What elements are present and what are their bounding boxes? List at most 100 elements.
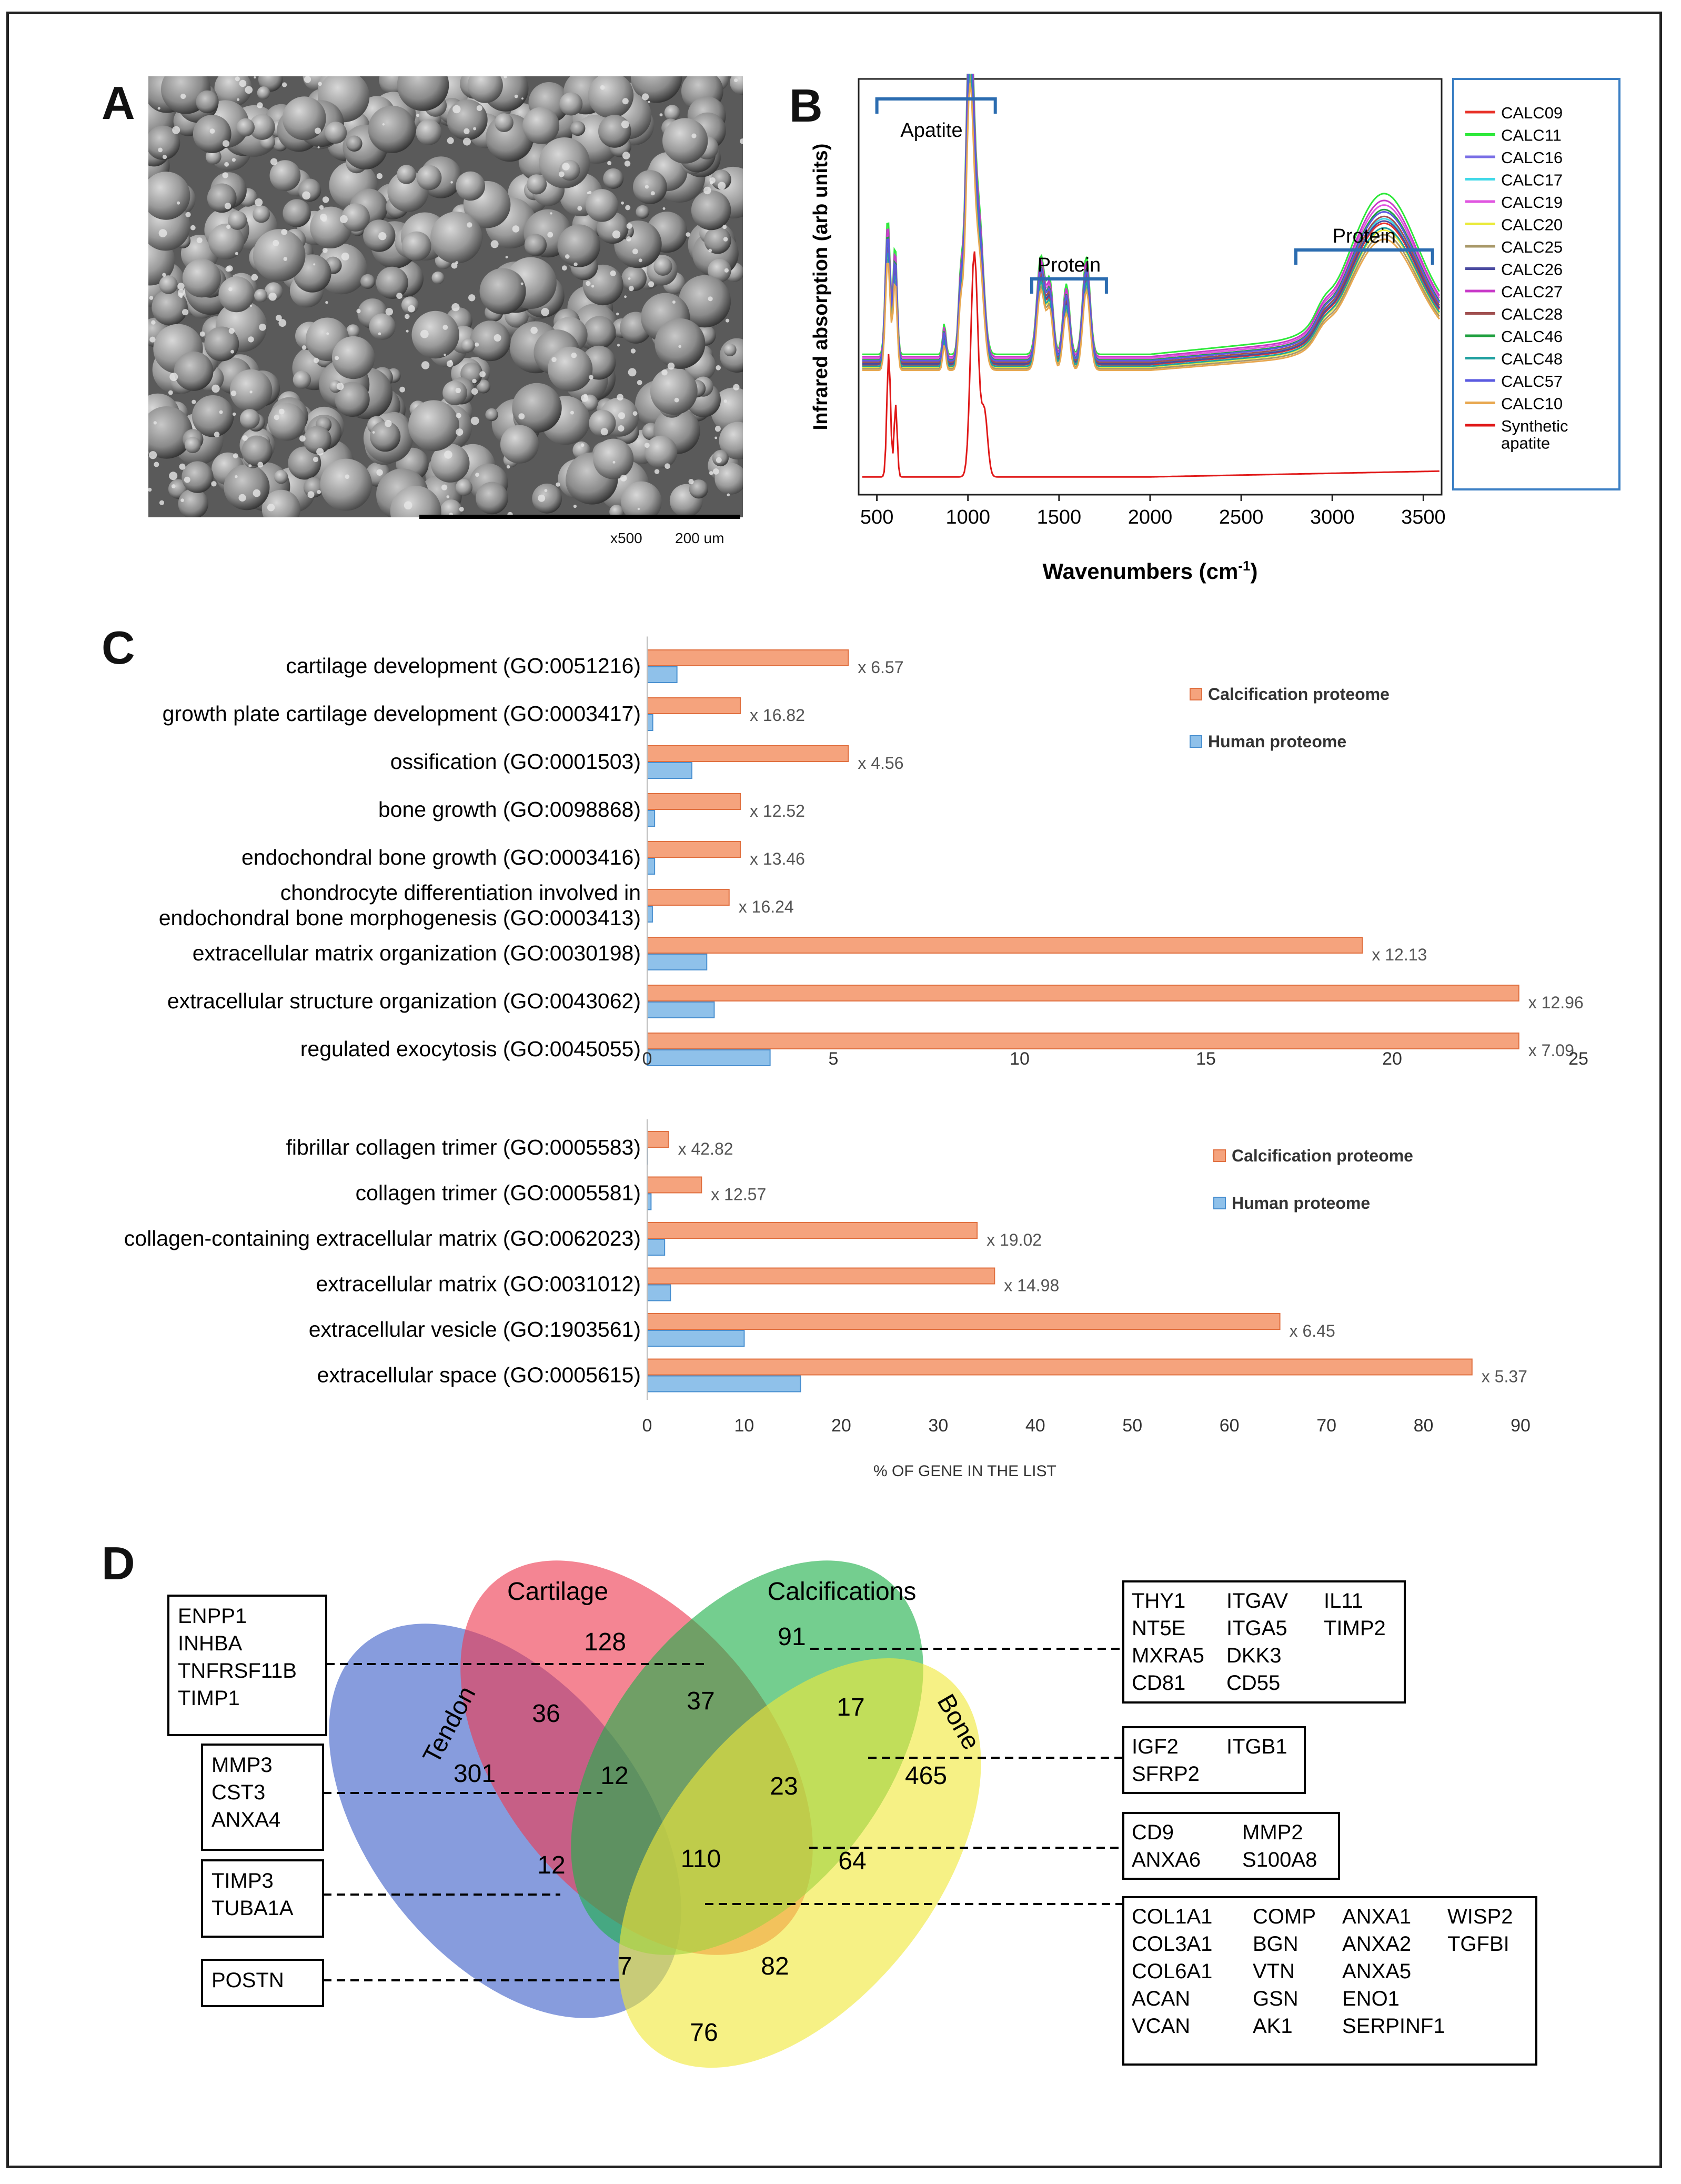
sem-debris [192, 399, 196, 404]
category-label: extracellular space (GO:0005615) [317, 1363, 641, 1387]
fold-enrichment-label: x 4.56 [858, 754, 903, 773]
sem-debris [157, 107, 160, 110]
sem-debris [672, 300, 676, 304]
sem-debris [196, 237, 203, 244]
gene-name: MMP2 [1242, 1821, 1303, 1844]
sem-debris [667, 362, 675, 370]
sem-debris [233, 453, 238, 458]
sem-debris [316, 448, 324, 456]
sem-particle [524, 234, 547, 256]
gene-name: TIMP3 [212, 1869, 274, 1892]
sem-debris [238, 494, 246, 502]
sem-particle [650, 367, 698, 415]
sem-particle [254, 288, 268, 303]
sem-debris [455, 261, 459, 265]
sem-debris [678, 345, 681, 348]
sem-debris [158, 147, 163, 153]
sem-debris [451, 262, 458, 269]
sem-debris [630, 348, 636, 354]
sem-debris [275, 315, 282, 321]
sem-debris [476, 105, 482, 111]
category-label: extracellular matrix organization (GO:00… [193, 941, 641, 965]
gene-box [1122, 1896, 1537, 2066]
fold-enrichment-label: x 12.52 [750, 802, 805, 820]
fold-enrichment-label: x 5.37 [1482, 1367, 1527, 1386]
sem-debris [561, 265, 567, 271]
sem-debris [404, 501, 412, 510]
sem-particle [714, 463, 743, 495]
fold-enrichment-label: x 42.82 [678, 1139, 733, 1158]
x-tick-label: 15 [1196, 1049, 1216, 1069]
sem-debris [674, 397, 679, 403]
sem-debris [470, 416, 479, 425]
sem-debris [224, 203, 231, 209]
sem-debris [621, 120, 629, 128]
x-tick-label: 90 [1511, 1416, 1531, 1436]
sem-debris [151, 320, 156, 325]
ir-spectrum-calc10 [862, 83, 1441, 372]
ir-x-tick-label: 3500 [1401, 506, 1446, 528]
sem-debris [378, 232, 387, 241]
sem-debris [600, 85, 605, 90]
category-label: growth plate cartilage development (GO:0… [163, 702, 641, 726]
venn-count: 12 [600, 1762, 628, 1790]
sem-particle [397, 76, 449, 111]
sem-particle [283, 199, 311, 227]
gene-name: VTN [1253, 1960, 1295, 1983]
sem-particle [430, 212, 482, 264]
gene-name: WISP2 [1447, 1905, 1513, 1928]
sem-debris [718, 182, 726, 190]
gene-name: BGN [1253, 1932, 1299, 1956]
legend-swatch [1213, 1149, 1226, 1162]
sem-debris [326, 332, 329, 335]
sem-particle [182, 258, 222, 298]
sem-debris [654, 469, 660, 474]
sem-debris [230, 349, 235, 354]
fold-enrichment-label: x 19.02 [987, 1230, 1042, 1249]
sem-debris [302, 191, 310, 200]
sem-debris [632, 411, 638, 416]
gene-name: DKK3 [1226, 1644, 1282, 1667]
sem-particle [431, 271, 445, 284]
sem-particle [239, 409, 260, 429]
sem-debris [573, 262, 578, 266]
sem-magnification: x500 [610, 530, 642, 546]
legend-swatch [1213, 1197, 1226, 1209]
sem-debris [345, 474, 350, 479]
sem-debris [624, 295, 627, 298]
sem-particle [303, 426, 331, 454]
gene-box [1122, 1726, 1306, 1794]
sem-debris [628, 286, 634, 292]
ir-spectrum-synthetic [862, 251, 1440, 478]
bar-human [647, 666, 678, 683]
sem-particle [408, 400, 459, 452]
gene-name: COL1A1 [1132, 1905, 1212, 1928]
category-label: cartilage development (GO:0051216) [286, 654, 641, 678]
sem-debris [176, 201, 180, 205]
sem-debris [622, 152, 630, 159]
sem-particle [559, 92, 583, 116]
sem-particle [253, 229, 306, 282]
sem-debris [185, 212, 191, 217]
sem-debris [341, 252, 349, 261]
sem-debris [336, 383, 344, 390]
sem-debris [317, 146, 320, 148]
sem-particle [253, 205, 270, 223]
sem-debris [149, 451, 157, 459]
fold-enrichment-label: x 16.82 [750, 706, 805, 725]
sem-particle [416, 119, 442, 145]
sem-particle [207, 183, 237, 213]
figure-frame [6, 12, 1662, 2168]
fold-enrichment-label: x 12.13 [1372, 945, 1427, 964]
sem-particle [159, 275, 178, 294]
sem-particle [655, 318, 706, 369]
sem-debris [547, 232, 553, 238]
sem-debris [716, 457, 722, 463]
sem-debris [169, 373, 178, 382]
sem-particle [236, 118, 255, 137]
ir-legend-label: apatite [1501, 434, 1550, 453]
sem-particle [512, 383, 562, 433]
ir-legend-label: CALC19 [1501, 193, 1563, 212]
sem-particle [723, 343, 737, 356]
ir-spectra [862, 74, 1441, 478]
